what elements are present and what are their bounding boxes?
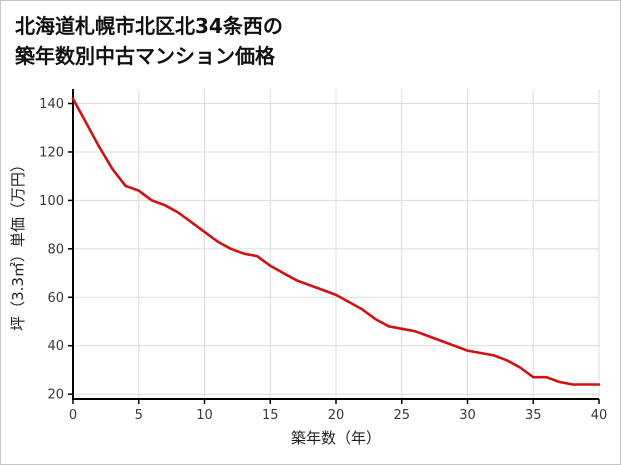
y-tick-label: 20 [47,388,64,403]
x-tick-label: 40 [591,408,608,423]
chart-title-line2: 築年数別中古マンション価格 [15,44,275,68]
y-tick-label: 120 [39,145,64,160]
chart-title-line1: 北海道札幌市北区北34条西の [15,14,283,38]
y-tick-label: 100 [39,194,64,209]
x-tick-label: 30 [459,408,476,423]
y-tick-label: 60 [47,291,64,306]
chart-title: 北海道札幌市北区北34条西の 築年数別中古マンション価格 [15,11,283,71]
x-tick-label: 5 [135,408,143,423]
x-tick-label: 15 [262,408,279,423]
x-tick-label: 0 [69,408,77,423]
y-tick-label: 80 [47,242,64,257]
y-axis-label: 坪（3.3㎡）単価（万円） [9,157,27,331]
x-axis-label: 築年数（年） [291,429,381,447]
y-tick-label: 40 [47,339,64,354]
x-tick-label: 35 [525,408,542,423]
x-tick-label: 20 [328,408,345,423]
y-tick-label: 140 [39,97,64,112]
x-tick-label: 25 [393,408,410,423]
x-tick-label: 10 [196,408,213,423]
price-line [71,97,601,386]
